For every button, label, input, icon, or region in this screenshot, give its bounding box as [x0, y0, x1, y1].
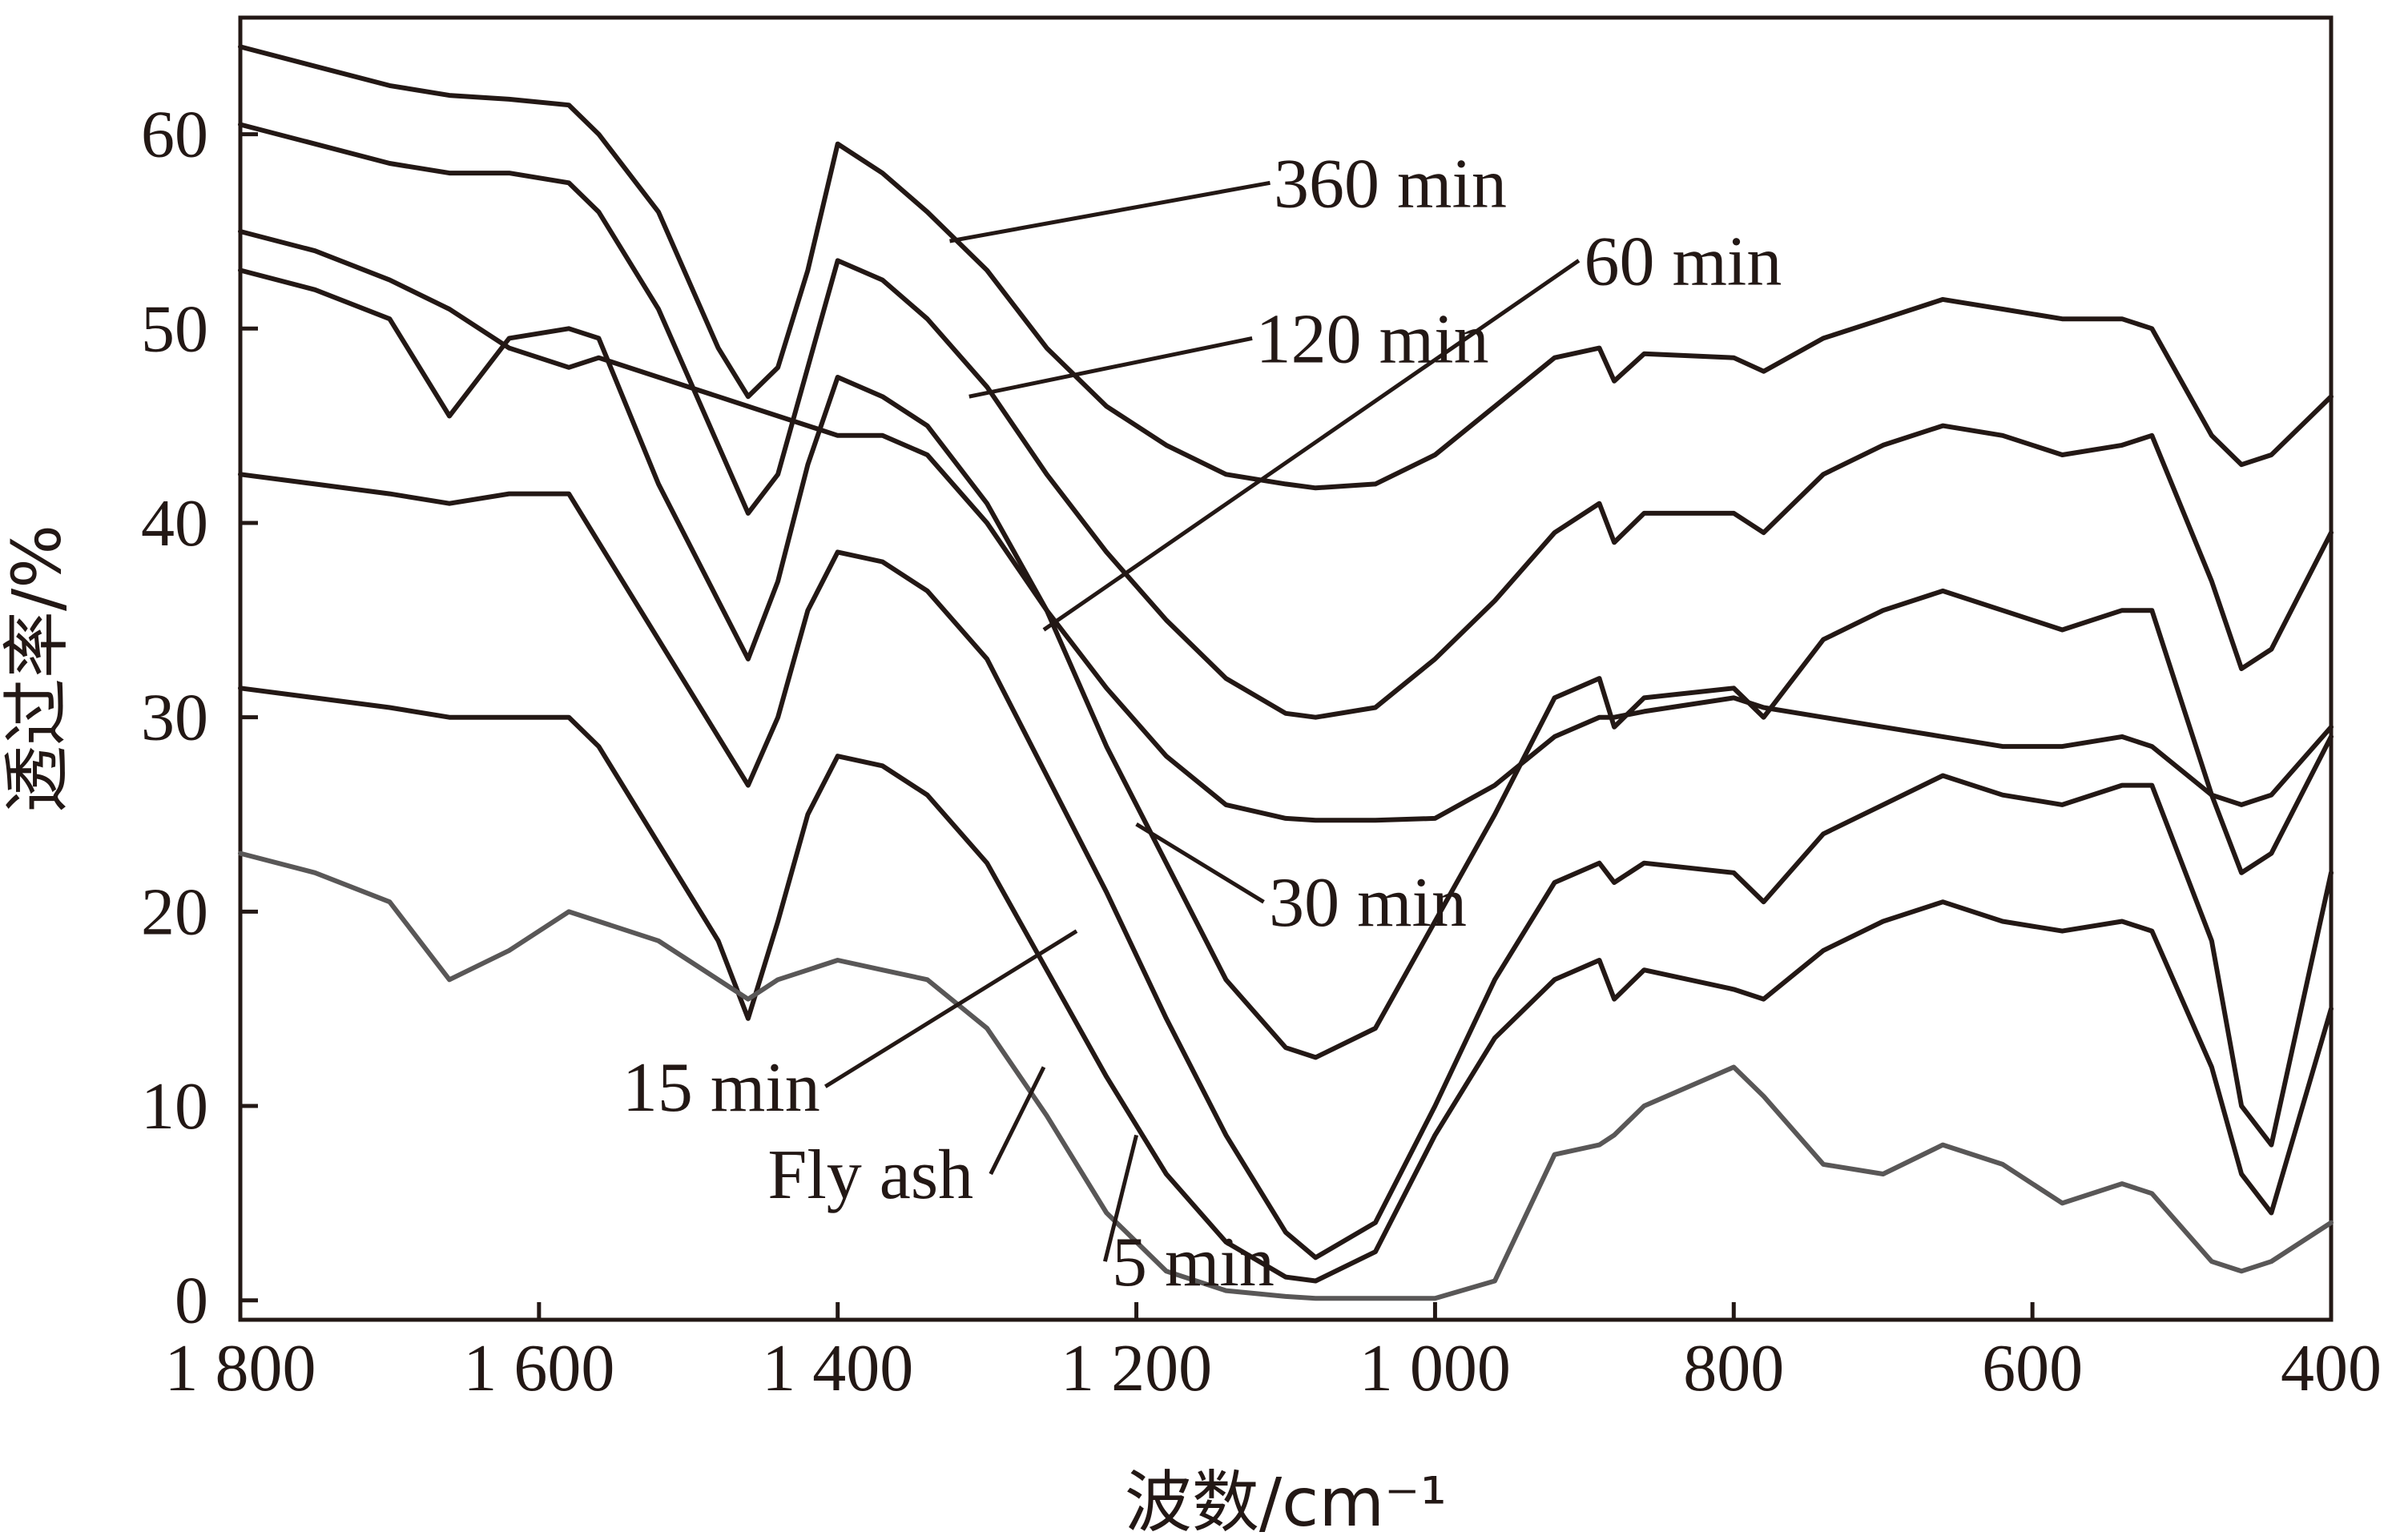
y-axis-title: 透过率/%	[0, 525, 76, 813]
annotation-label-5-min: 5 min	[1112, 1224, 1275, 1301]
y-axis: 0 10 20 30 40 50 60	[141, 98, 258, 1338]
x-tick-label: 1 200	[1061, 1331, 1212, 1405]
annotation-leader-fly-ash	[989, 1066, 1046, 1176]
annotation-label-15-min: 15 min	[622, 1049, 820, 1127]
y-tick-label: 20	[141, 875, 208, 949]
series-line-5-min	[238, 686, 2334, 1284]
x-tick-label: 1 600	[463, 1331, 614, 1405]
series-line-60-min	[238, 229, 2334, 823]
series-line-15-min	[238, 472, 2334, 1261]
annotation-layer: 360 min 120 min 60 min 30 min 15 min Fly ash 5…	[622, 145, 1782, 1301]
plot-frame	[238, 15, 2334, 1322]
annotation-leader-5-min	[1102, 1134, 1138, 1262]
x-axis: 1 800 1 600 1 400 1 200 1 000 800 600 400	[165, 1302, 2382, 1405]
series-line-120-min	[238, 122, 2334, 720]
x-tick-label: 1 400	[762, 1331, 913, 1405]
series-line-30-min	[238, 267, 2334, 1060]
annotation-label-fly-ash: Fly ash	[767, 1136, 973, 1214]
y-tick-label: 50	[141, 292, 208, 366]
y-tick-label: 10	[141, 1069, 208, 1144]
annotation-label-120-min: 120 min	[1256, 300, 1489, 378]
y-tick-label: 30	[141, 681, 208, 755]
annotation-label-360-min: 360 min	[1274, 145, 1507, 223]
annotation-label-30-min: 30 min	[1269, 864, 1467, 942]
y-tick-label: 60	[141, 98, 208, 172]
series-line-fly-ash	[238, 850, 2334, 1301]
y-tick-label: 0	[175, 1264, 208, 1338]
annotation-leader-15-min	[823, 929, 1078, 1088]
annotation-leader-30-min	[1135, 822, 1265, 904]
x-axis-title: 波数/cm⁻¹	[1125, 1463, 1447, 1540]
x-tick-label: 600	[1982, 1331, 2083, 1405]
annotation-leader-120-min	[968, 336, 1253, 399]
x-tick-label: 1 800	[165, 1331, 316, 1405]
x-tick-label: 400	[2281, 1331, 2382, 1405]
annotation-leader-60-min	[1042, 259, 1581, 632]
annotation-leader-360-min	[949, 180, 1270, 243]
series-layer	[238, 44, 2334, 1301]
x-tick-label: 800	[1683, 1331, 1784, 1405]
y-tick-label: 40	[141, 486, 208, 561]
x-tick-label: 1 000	[1359, 1331, 1511, 1405]
annotation-label-60-min: 60 min	[1584, 223, 1782, 300]
series-line-360-min	[238, 44, 2334, 491]
